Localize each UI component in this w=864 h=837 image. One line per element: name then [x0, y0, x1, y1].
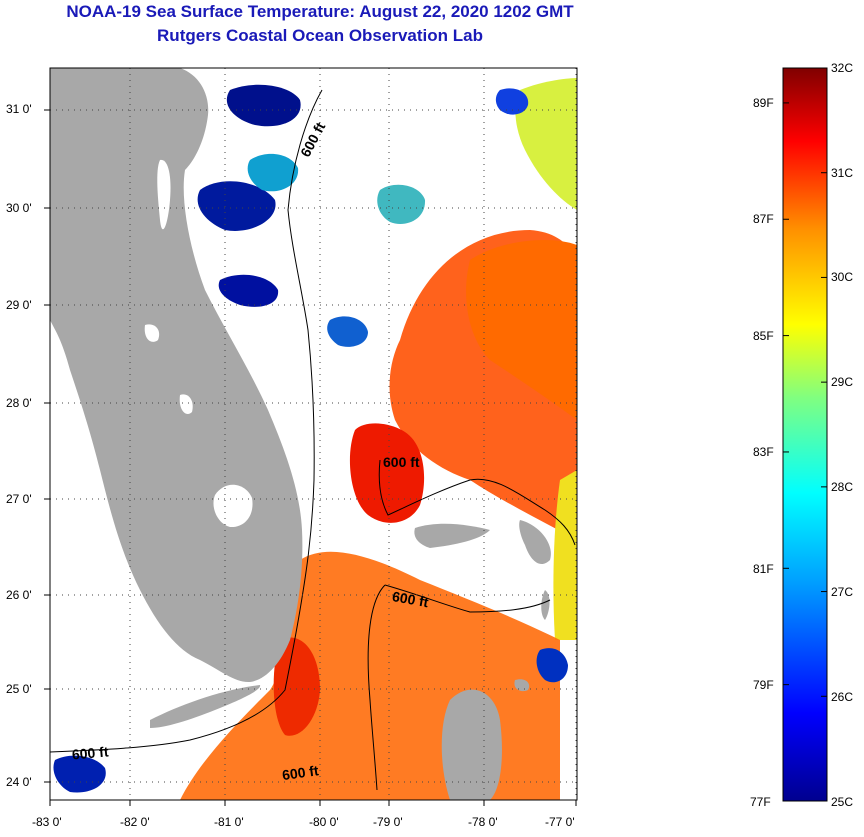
cb-c-25: 25C [831, 795, 854, 809]
colorbar [782, 67, 828, 802]
cb-f-79: 79F [753, 678, 774, 692]
cb-f-77: 77F [750, 795, 771, 809]
isobath-label-5: 600 ft [281, 762, 320, 783]
sst-yellow-strip [515, 78, 577, 210]
title-block: NOAA-19 Sea Surface Temperature: August … [0, 0, 640, 48]
isobath-bahamas-south [367, 584, 386, 791]
florida-keys [150, 685, 261, 728]
land-cloud-3 [179, 394, 193, 415]
sst-cold-patch-7 [53, 755, 106, 793]
isobath-bahamas-north [378, 459, 576, 546]
cb-c-32: 32C [831, 61, 854, 75]
cb-f-81: 81F [753, 562, 774, 576]
lon-label-83: -83 0' [32, 815, 62, 829]
cb-f-89: 89F [753, 96, 774, 110]
land-cloud-2 [144, 324, 160, 342]
lat-label-27: 27 0' [6, 492, 32, 506]
lat-label-26: 26 0' [6, 588, 32, 602]
bahamas-grand-bahama [414, 523, 490, 548]
florida-land [50, 68, 303, 683]
isobath-florida-shelf [50, 89, 323, 753]
cb-f-85: 85F [753, 329, 774, 343]
sst-cold-patch-8 [536, 648, 568, 683]
cb-c-27: 27C [831, 585, 854, 599]
lat-label-29: 29 0' [6, 298, 32, 312]
lon-label-80: -80 0' [309, 815, 339, 829]
lon-label-81: -81 0' [214, 815, 244, 829]
sst-cold-patch-6 [495, 88, 529, 115]
sst-cold-patch-9 [327, 316, 368, 347]
isobath-label-4: 600 ft [71, 743, 109, 762]
sst-cold-patch-5 [218, 274, 279, 307]
cb-f-87: 87F [753, 212, 774, 226]
land-cloud-1 [157, 159, 171, 230]
lake-okeechobee [213, 484, 253, 528]
sst-south-warm-2 [273, 637, 320, 736]
cb-f-83: 83F [753, 445, 774, 459]
sst-cold-patch-3 [247, 153, 299, 192]
sst-warm-patch-east-2 [466, 240, 577, 420]
cb-c-31: 31C [831, 166, 854, 180]
chart-title: NOAA-19 Sea Surface Temperature: August … [66, 2, 574, 21]
lat-label-25: 25 0' [6, 682, 32, 696]
cb-c-30: 30C [831, 270, 854, 284]
lat-label-31: 31 0' [6, 102, 32, 116]
map-content [50, 68, 577, 800]
cb-c-28: 28C [831, 480, 854, 494]
cb-c-29: 29C [831, 375, 854, 389]
bahamas-new-providence [514, 679, 530, 692]
sst-cold-patch-2 [197, 181, 276, 231]
bahamas-abaco [519, 520, 551, 565]
bahamas-andros [441, 689, 502, 800]
sst-hotspot [349, 423, 425, 523]
chart-subtitle: Rutgers Coastal Ocean Observation Lab [157, 26, 483, 45]
isobath-label-3: 600 ft [391, 588, 430, 610]
sst-cold-patch-1 [226, 84, 301, 127]
lat-label-28: 28 0' [6, 396, 32, 410]
colorbar-ticks [783, 67, 827, 802]
map-frame [49, 67, 578, 801]
lon-label-77: -77 0' [545, 815, 575, 829]
sst-yellow-strip-south [553, 470, 577, 640]
lon-label-79: -79 0' [373, 815, 403, 829]
bahamas-eleuthera [541, 590, 550, 620]
cb-c-26: 26C [831, 690, 854, 704]
lon-label-78: -78 0' [468, 815, 498, 829]
isobath-tongue [384, 584, 551, 613]
isobath-label-2: 600 ft [383, 454, 420, 470]
lat-label-30: 30 0' [6, 201, 32, 215]
lat-label-24: 24 0' [6, 775, 32, 789]
lon-label-82: -82 0' [120, 815, 150, 829]
